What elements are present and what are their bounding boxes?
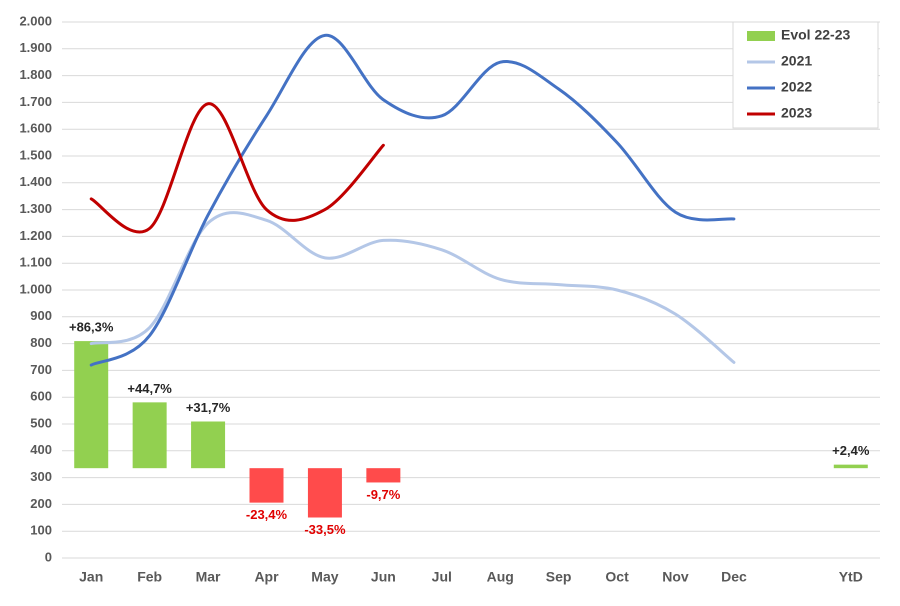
y-tick-label: 0: [45, 549, 52, 564]
y-tick-label: 1.500: [19, 147, 52, 162]
x-tick-label: Feb: [137, 569, 162, 585]
y-tick-label: 1.700: [19, 94, 52, 109]
bar: [366, 468, 401, 483]
bar: [833, 464, 868, 469]
x-tick-label: Sep: [546, 569, 572, 585]
data-label: -33,5%: [304, 522, 346, 537]
bar: [307, 468, 342, 518]
y-tick-label: 100: [30, 523, 52, 538]
x-tick-label: Aug: [487, 569, 514, 585]
bar: [191, 421, 226, 469]
legend-label: 2023: [781, 105, 812, 121]
bar: [249, 468, 284, 503]
x-tick-label: YtD: [839, 569, 863, 585]
line: [89, 33, 736, 367]
y-tick-label: 1.900: [19, 40, 52, 55]
data-label: -9,7%: [366, 487, 400, 502]
x-tick-label: Oct: [605, 569, 629, 585]
x-tick-label: Jun: [371, 569, 396, 585]
x-tick-label: Mar: [196, 569, 221, 585]
x-tick-label: May: [311, 569, 338, 585]
y-tick-label: 1.400: [19, 174, 52, 189]
x-tick-label: Jul: [432, 569, 452, 585]
y-tick-label: 900: [30, 308, 52, 323]
x-tick-label: Nov: [662, 569, 689, 585]
y-tick-label: 800: [30, 335, 52, 350]
y-tick-label: 1.000: [19, 281, 52, 296]
data-label: +2,4%: [832, 443, 870, 458]
y-tick-label: 1.800: [19, 67, 52, 82]
y-tick-label: 200: [30, 496, 52, 511]
y-tick-label: 1.100: [19, 255, 52, 270]
data-label: +44,7%: [127, 381, 172, 396]
y-tick-label: 1.600: [19, 121, 52, 136]
y-tick-label: 1.200: [19, 228, 52, 243]
x-tick-label: Apr: [254, 569, 279, 585]
data-label: -23,4%: [246, 507, 288, 522]
legend-label: 2021: [781, 53, 812, 69]
data-label: +86,3%: [69, 320, 114, 335]
legend-label: Evol 22-23: [781, 27, 850, 43]
data-label: +31,7%: [186, 400, 231, 415]
y-tick-label: 1.300: [19, 201, 52, 216]
legend-label: 2022: [781, 79, 812, 95]
y-tick-label: 300: [30, 469, 52, 484]
bar: [132, 402, 167, 469]
line: [89, 102, 385, 234]
y-tick-label: 700: [30, 362, 52, 377]
legend-swatch: [747, 31, 775, 41]
y-tick-label: 500: [30, 415, 52, 430]
x-tick-label: Jan: [79, 569, 103, 585]
y-tick-label: 400: [30, 442, 52, 457]
x-tick-label: Dec: [721, 569, 747, 585]
y-tick-label: 2.000: [19, 13, 52, 28]
line: [89, 211, 736, 364]
y-tick-label: 600: [30, 389, 52, 404]
